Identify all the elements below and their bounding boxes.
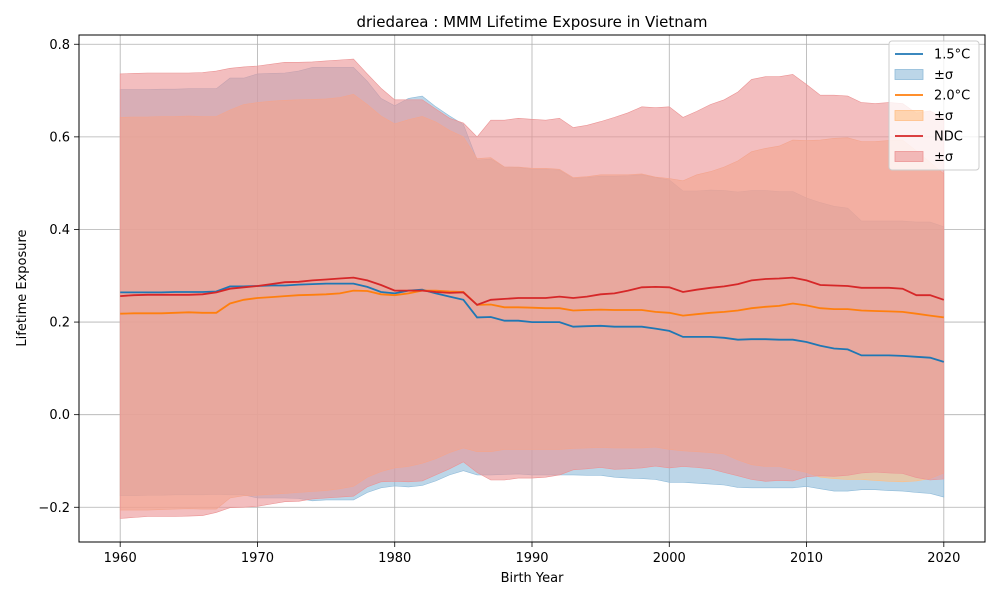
x-tick-label: 1990 [515, 551, 548, 566]
lines [120, 276, 945, 363]
legend-label: 2.0°C [934, 89, 970, 104]
x-tick-label: 2020 [927, 551, 960, 566]
legend-label: NDC [934, 130, 963, 145]
legend-band-swatch [894, 69, 924, 80]
legend: 1.5°C ±σ 2.0°C ±σ NDC ±σ [888, 40, 980, 171]
line-2.0°C [120, 289, 944, 319]
x-axis: 1960 1970 1980 1990 2000 2010 2020 [104, 542, 960, 566]
y-tick-label: 0.8 [49, 38, 70, 53]
x-tick-label: 2010 [790, 551, 823, 566]
legend-label: 1.5°C [934, 48, 970, 63]
y-axis: −0.2 0.0 0.2 0.4 0.6 0.8 [38, 38, 79, 516]
bands [119, 58, 945, 519]
y-tick-label: −0.2 [38, 501, 70, 516]
y-axis-label: Lifetime Exposure [15, 229, 30, 346]
chart-title: driedarea : MMM Lifetime Exposure in Vie… [356, 13, 707, 31]
y-tick-label: 0.2 [49, 316, 70, 331]
x-tick-label: 1960 [104, 551, 137, 566]
x-axis-label: Birth Year [501, 571, 565, 586]
line-NDC [120, 276, 945, 306]
legend-label: ±σ [934, 109, 953, 124]
legend-label: ±σ [934, 68, 953, 83]
y-tick-label: 0.0 [49, 408, 70, 423]
y-tick-label: 0.6 [49, 130, 70, 145]
x-tick-label: 1970 [241, 551, 274, 566]
band-NDC [119, 58, 945, 519]
legend-label: ±σ [934, 150, 953, 165]
y-tick-label: 0.4 [49, 223, 70, 238]
x-tick-label: 2000 [653, 551, 686, 566]
legend-band-swatch [894, 151, 924, 162]
x-tick-label: 1980 [378, 551, 411, 566]
legend-band-swatch [894, 110, 924, 121]
